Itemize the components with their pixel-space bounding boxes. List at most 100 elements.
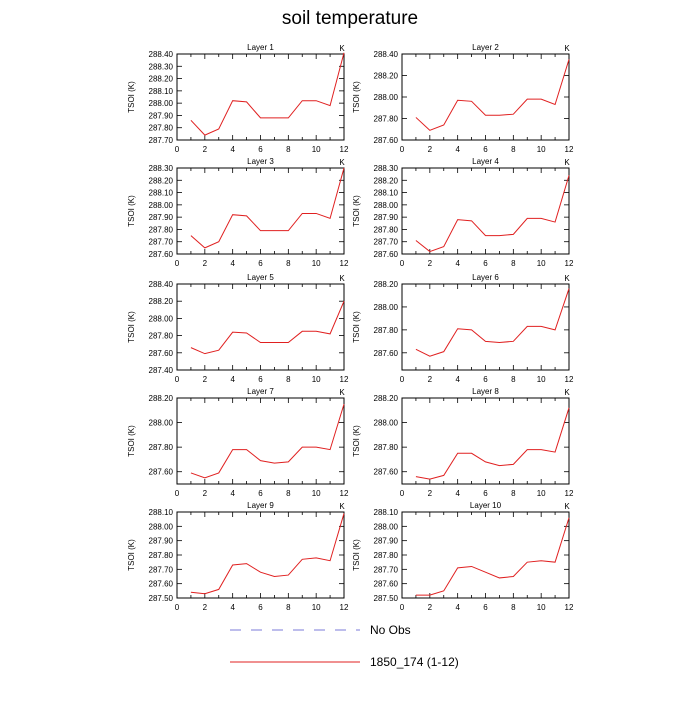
panel-title: Layer 10 [470, 501, 502, 510]
x-tick-label: 8 [511, 145, 516, 154]
y-tick-label: 287.50 [149, 594, 174, 603]
plot-frame [176, 397, 345, 485]
x-tick-label: 0 [175, 375, 180, 384]
x-tick-label: 2 [203, 259, 208, 268]
x-tick-label: 4 [455, 603, 460, 612]
x-tick-label: 10 [312, 489, 321, 498]
chart-panel-5: Layer 5 K 0 2 4 6 8 10 12 287.40 287.60 287.80 288.0… [127, 273, 349, 384]
x-tick-label: 12 [565, 375, 574, 384]
y-axis-title: TSOI (K) [352, 539, 361, 571]
x-tick-label: 10 [537, 145, 546, 154]
x-tick-label: 0 [175, 259, 180, 268]
y-axis-title: TSOI (K) [127, 195, 136, 227]
x-tick-label: 2 [428, 375, 433, 384]
y-tick-label: 287.40 [149, 366, 174, 375]
y-tick-label: 288.20 [149, 176, 174, 185]
x-tick-label: 10 [312, 375, 321, 384]
chart-panel-10: Layer 10 K 0 2 4 6 8 10 12 287.50 287.60 287.70 287.… [352, 501, 574, 612]
x-tick-label: 10 [312, 603, 321, 612]
series-line [190, 403, 345, 479]
x-tick-label: 2 [203, 489, 208, 498]
legend: No Obs 1850_174 (1-12) [230, 623, 459, 669]
y-tick-label: 287.60 [149, 250, 174, 259]
panel-title: Layer 2 [472, 43, 499, 52]
x-tick-label: 2 [428, 145, 433, 154]
y-tick-label: 288.00 [149, 419, 174, 428]
chart-panel-1: Layer 1 K 0 2 4 6 8 10 12 287.70 287.80 287.90 288.0… [127, 43, 349, 154]
plot-frame [401, 511, 570, 599]
x-tick-label: 4 [230, 489, 235, 498]
panel-title: Layer 9 [247, 501, 274, 510]
chart-panel-7: Layer 7 K 0 2 4 6 8 10 12 287.60 287.80 288.00 288.2… [127, 387, 349, 498]
y-tick-label: 288.10 [374, 189, 399, 198]
y-axis-title: TSOI (K) [352, 81, 361, 113]
x-tick-label: 4 [230, 375, 235, 384]
x-tick-label: 12 [565, 259, 574, 268]
y-tick-label: 287.90 [374, 213, 399, 222]
x-tick-label: 8 [511, 603, 516, 612]
y-tick-label: 288.40 [149, 50, 174, 59]
y-tick-label: 288.10 [149, 189, 174, 198]
x-tick-label: 12 [340, 375, 349, 384]
x-tick-label: 10 [537, 375, 546, 384]
x-tick-label: 8 [286, 259, 291, 268]
y-tick-label: 288.00 [374, 201, 399, 210]
y-tick-label: 287.60 [149, 349, 174, 358]
y-tick-label: 287.80 [374, 115, 399, 124]
series-line [190, 167, 345, 249]
y-axis-title: TSOI (K) [352, 311, 361, 343]
y-tick-label: 287.60 [374, 136, 399, 145]
y-axis-title: TSOI (K) [127, 81, 136, 113]
units-tag: K [339, 388, 345, 397]
y-tick-label: 288.00 [374, 93, 399, 102]
x-tick-label: 0 [400, 259, 405, 268]
x-tick-label: 6 [258, 489, 263, 498]
plot-frame [401, 167, 570, 255]
x-tick-label: 0 [175, 603, 180, 612]
x-tick-label: 12 [565, 603, 574, 612]
y-tick-label: 287.80 [374, 326, 399, 335]
x-tick-label: 12 [340, 603, 349, 612]
x-tick-label: 0 [400, 603, 405, 612]
x-tick-label: 8 [286, 145, 291, 154]
x-tick-label: 8 [511, 259, 516, 268]
y-tick-label: 287.60 [149, 468, 174, 477]
x-tick-label: 6 [483, 603, 488, 612]
units-tag: K [564, 44, 570, 53]
y-tick-label: 288.20 [149, 297, 174, 306]
chart-panel-8: Layer 8 K 0 2 4 6 8 10 12 287.60 287.80 288.00 288.2… [352, 387, 574, 498]
y-tick-label: 288.00 [374, 522, 399, 531]
x-tick-label: 4 [455, 489, 460, 498]
y-tick-label: 287.60 [149, 580, 174, 589]
y-tick-label: 288.20 [374, 394, 399, 403]
y-axis-title: TSOI (K) [127, 539, 136, 571]
y-tick-label: 288.40 [374, 50, 399, 59]
x-tick-label: 8 [286, 603, 291, 612]
chart-panel-4: Layer 4 K 0 2 4 6 8 10 12 287.60 287.70 287.80 287.9… [352, 157, 574, 268]
x-tick-label: 4 [230, 603, 235, 612]
y-tick-label: 287.60 [374, 468, 399, 477]
y-tick-label: 288.00 [149, 99, 174, 108]
y-tick-label: 287.60 [374, 580, 399, 589]
units-tag: K [339, 274, 345, 283]
x-tick-label: 12 [565, 489, 574, 498]
units-tag: K [564, 388, 570, 397]
plot-frame [176, 167, 345, 255]
y-tick-label: 287.70 [374, 565, 399, 574]
y-tick-label: 287.80 [374, 443, 399, 452]
x-tick-label: 6 [258, 259, 263, 268]
chart-panel-2: Layer 2 K 0 2 4 6 8 10 12 287.60 287.80 288.00 288.2… [352, 43, 574, 154]
units-tag: K [564, 274, 570, 283]
panel-title: Layer 4 [472, 157, 499, 166]
x-tick-label: 2 [203, 375, 208, 384]
chart-panel-9: Layer 9 K 0 2 4 6 8 10 12 287.50 287.60 287.70 287.8… [127, 501, 349, 612]
y-axis-title: TSOI (K) [127, 425, 136, 457]
series-line [415, 517, 570, 596]
plot-frame [401, 397, 570, 485]
y-tick-label: 287.80 [149, 124, 174, 133]
y-tick-label: 287.80 [374, 225, 399, 234]
x-tick-label: 8 [511, 375, 516, 384]
y-tick-label: 287.90 [374, 537, 399, 546]
y-tick-label: 288.20 [149, 75, 174, 84]
